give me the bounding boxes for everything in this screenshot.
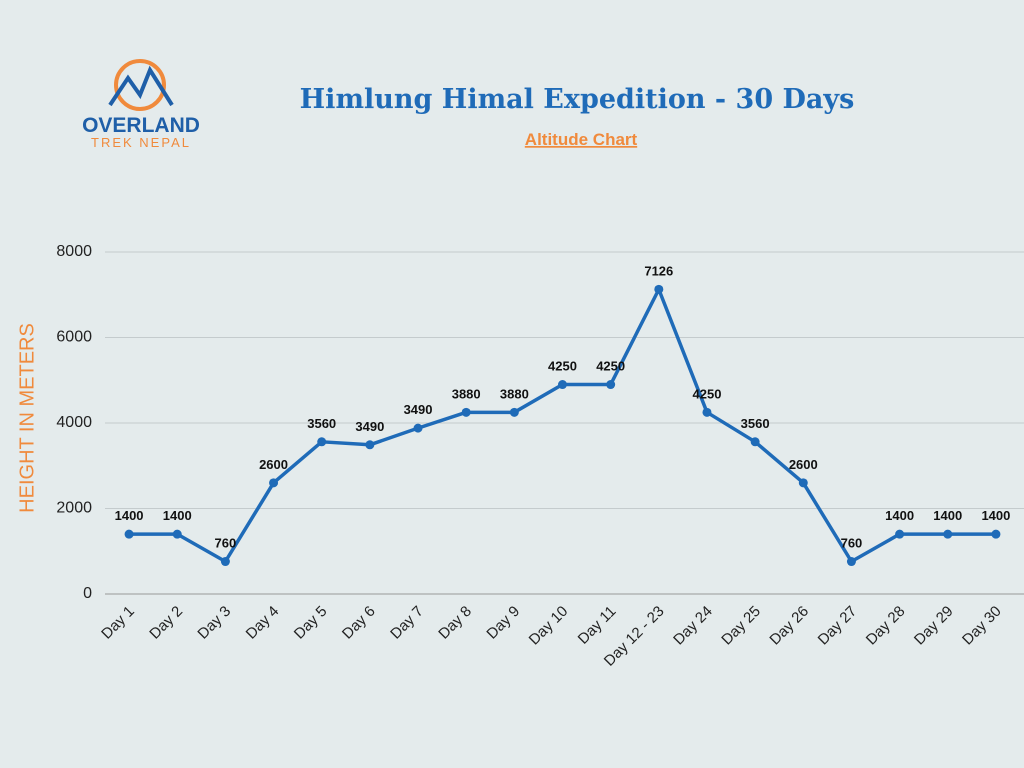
data-point [317, 437, 327, 447]
data-label: 3880 [500, 386, 529, 401]
y-tick-label: 2000 [56, 500, 92, 517]
data-point [895, 529, 905, 539]
x-tick-label: Day 11 [575, 603, 620, 648]
data-point [606, 380, 616, 390]
data-point [750, 437, 760, 447]
data-label: 1400 [885, 508, 914, 523]
y-tick-label: 8000 [56, 243, 92, 260]
data-label: 1400 [163, 508, 192, 523]
x-tick-label: Day 7 [387, 603, 427, 643]
data-point [172, 529, 182, 539]
logo-tagline: TREK NEPAL [91, 135, 191, 150]
data-point [461, 407, 471, 417]
x-tick-label: Day 28 [863, 603, 909, 649]
data-label: 3560 [741, 416, 770, 431]
data-label: 1400 [933, 508, 962, 523]
data-point [943, 529, 953, 539]
data-point [702, 407, 712, 417]
x-tick-label: Day 29 [911, 603, 957, 649]
data-point [269, 478, 279, 488]
data-point [846, 557, 856, 567]
x-tick-label: Day 6 [339, 603, 379, 643]
data-label: 1400 [981, 508, 1010, 523]
x-tick-label: Day 5 [291, 603, 331, 643]
x-tick-label: Day 9 [483, 603, 523, 643]
logo: OVERLAND TREK NEPAL [82, 59, 200, 150]
chart-subtitle: Altitude Chart [525, 130, 638, 149]
data-label: 4250 [548, 359, 577, 374]
data-point [124, 529, 134, 539]
x-tick-label: Day 10 [526, 603, 572, 649]
data-point [365, 440, 375, 450]
data-point [991, 529, 1001, 539]
y-tick-label: 6000 [56, 329, 92, 346]
data-point [558, 380, 567, 390]
chart-title: Himlung Himal Expedition - 30 Days [300, 84, 855, 115]
x-tick-label: Day 30 [959, 603, 1005, 649]
logo-ring [114, 59, 166, 111]
logo-name: OVERLAND [82, 114, 200, 137]
x-tick-label: Day 3 [194, 603, 234, 643]
y-tick-label: 0 [83, 585, 92, 602]
data-label: 3490 [355, 419, 384, 434]
data-label: 3880 [452, 386, 481, 401]
x-tick-label: Day 4 [243, 603, 283, 643]
y-tick-label: 4000 [56, 414, 92, 431]
data-label: 2600 [789, 457, 818, 472]
x-tick-label: Day 25 [718, 603, 764, 649]
x-tick-label: Day 8 [435, 603, 475, 643]
data-point [413, 423, 423, 433]
data-label: 7126 [644, 263, 673, 278]
data-point [654, 284, 664, 294]
data-point [798, 478, 808, 488]
logo-mountain [108, 65, 174, 107]
data-label: 760 [841, 536, 863, 551]
data-label: 760 [215, 536, 237, 551]
x-tick-label: Day 24 [670, 603, 716, 649]
data-label: 4250 [693, 386, 722, 401]
data-point [509, 407, 519, 417]
data-label: 3560 [307, 416, 336, 431]
x-tick-label: Day 27 [815, 603, 861, 649]
data-label: 1400 [115, 508, 144, 523]
x-tick-label: Day 2 [146, 603, 186, 643]
data-label: 2600 [259, 457, 288, 472]
x-tick-label: Day 1 [98, 603, 138, 643]
series-line [129, 287, 996, 564]
data-label: 4250 [596, 359, 625, 374]
data-label: 3490 [404, 402, 433, 417]
x-tick-label: Day 26 [766, 603, 812, 649]
data-point [220, 557, 230, 567]
y-axis-label: HEIGHT IN METERS [16, 323, 38, 513]
